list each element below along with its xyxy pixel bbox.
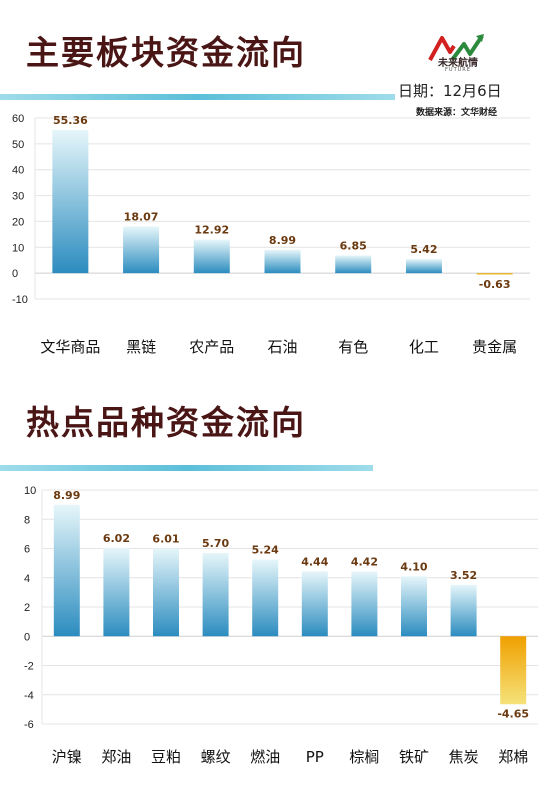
section-title-sectors: 主要板块资金流向 xyxy=(26,33,306,72)
future-logo-icon xyxy=(428,34,484,62)
logo-subtitle: FUTURE xyxy=(445,67,471,73)
y-tick-label: 60 xyxy=(12,113,24,125)
data-label: 6.02 xyxy=(103,532,130,545)
y-tick-label: 0 xyxy=(24,631,30,643)
category-label: 焦炭 xyxy=(449,748,479,766)
data-label: 8.99 xyxy=(53,489,80,502)
data-source: 数据来源：文华财经 xyxy=(416,108,498,118)
data-label: 4.44 xyxy=(301,555,328,568)
y-tick-label: 10 xyxy=(12,242,24,254)
title-underline-decoration-2 xyxy=(0,465,373,471)
category-label: 沪镍 xyxy=(52,748,82,766)
y-tick-label: -6 xyxy=(24,719,34,731)
y-tick-label: 30 xyxy=(12,191,24,203)
y-tick-label: 8 xyxy=(24,514,30,526)
bar xyxy=(153,548,179,637)
section-title-hot-products: 热点品种资金流向 xyxy=(26,403,306,442)
data-label: 55.36 xyxy=(53,114,88,127)
bar xyxy=(335,255,372,274)
bar xyxy=(264,249,301,274)
category-label: 铁矿 xyxy=(399,748,429,766)
y-tick-label: 0 xyxy=(12,268,18,280)
category-label: 化工 xyxy=(409,338,439,356)
y-tick-label: 6 xyxy=(24,544,30,556)
bar xyxy=(500,636,527,705)
data-label: -0.63 xyxy=(479,278,511,291)
y-tick-label: 4 xyxy=(24,573,30,585)
bar xyxy=(123,226,160,274)
category-label: 燃油 xyxy=(250,748,280,766)
bar xyxy=(405,259,442,274)
logo-name: 未来航情 xyxy=(438,58,478,69)
category-label: 石油 xyxy=(267,338,297,356)
bar xyxy=(351,571,378,637)
bar xyxy=(252,559,279,637)
category-label: 棕榈 xyxy=(349,748,379,766)
title-underline-decoration xyxy=(0,94,395,100)
sector-fund-flow-chart: -10 0 10 20 30 40 50 60 55.36 文华商品 18.07 黑链 12.92 农产品… xyxy=(12,113,530,356)
category-label: 豆粕 xyxy=(151,748,181,766)
data-label: 5.42 xyxy=(410,243,437,256)
report-date: 日期：12月6日 xyxy=(398,82,502,100)
category-label: 农产品 xyxy=(189,338,234,356)
bar xyxy=(103,548,130,637)
bar xyxy=(401,576,427,637)
y-tick-label: 50 xyxy=(12,139,24,151)
bar xyxy=(301,571,328,637)
y-tick-label: -4 xyxy=(24,690,34,702)
data-label: 6.85 xyxy=(340,239,367,252)
category-label: 黑链 xyxy=(126,338,156,356)
data-label: -4.65 xyxy=(497,707,529,720)
y-tick-label: 10 xyxy=(24,485,36,497)
data-label: 4.42 xyxy=(351,556,378,569)
y-tick-label: -2 xyxy=(24,661,34,673)
data-label: 6.01 xyxy=(152,532,179,545)
data-label: 4.10 xyxy=(400,560,427,573)
category-label: 有色 xyxy=(338,338,368,356)
y-tick-label: 20 xyxy=(12,216,24,228)
category-label: 螺纹 xyxy=(201,748,231,766)
category-label: 郑油 xyxy=(101,748,131,766)
bar xyxy=(476,273,513,275)
bar xyxy=(52,129,89,274)
y-tick-label: -10 xyxy=(12,294,28,306)
data-label: 5.24 xyxy=(252,544,279,557)
data-label: 3.52 xyxy=(450,569,477,582)
y-tick-label: 2 xyxy=(24,602,30,614)
category-label: 郑棉 xyxy=(498,748,528,766)
y-tick-label: 40 xyxy=(12,165,24,177)
data-label: 5.70 xyxy=(202,537,229,550)
bar xyxy=(450,584,477,637)
bar xyxy=(53,504,80,637)
bar xyxy=(202,552,229,637)
category-label: PP xyxy=(306,748,324,766)
bar xyxy=(193,239,230,274)
category-label: 贵金属 xyxy=(472,338,517,356)
data-label: 8.99 xyxy=(269,234,296,247)
data-label: 12.92 xyxy=(194,224,229,237)
category-label: 文华商品 xyxy=(40,338,100,356)
data-label: 18.07 xyxy=(124,210,159,223)
